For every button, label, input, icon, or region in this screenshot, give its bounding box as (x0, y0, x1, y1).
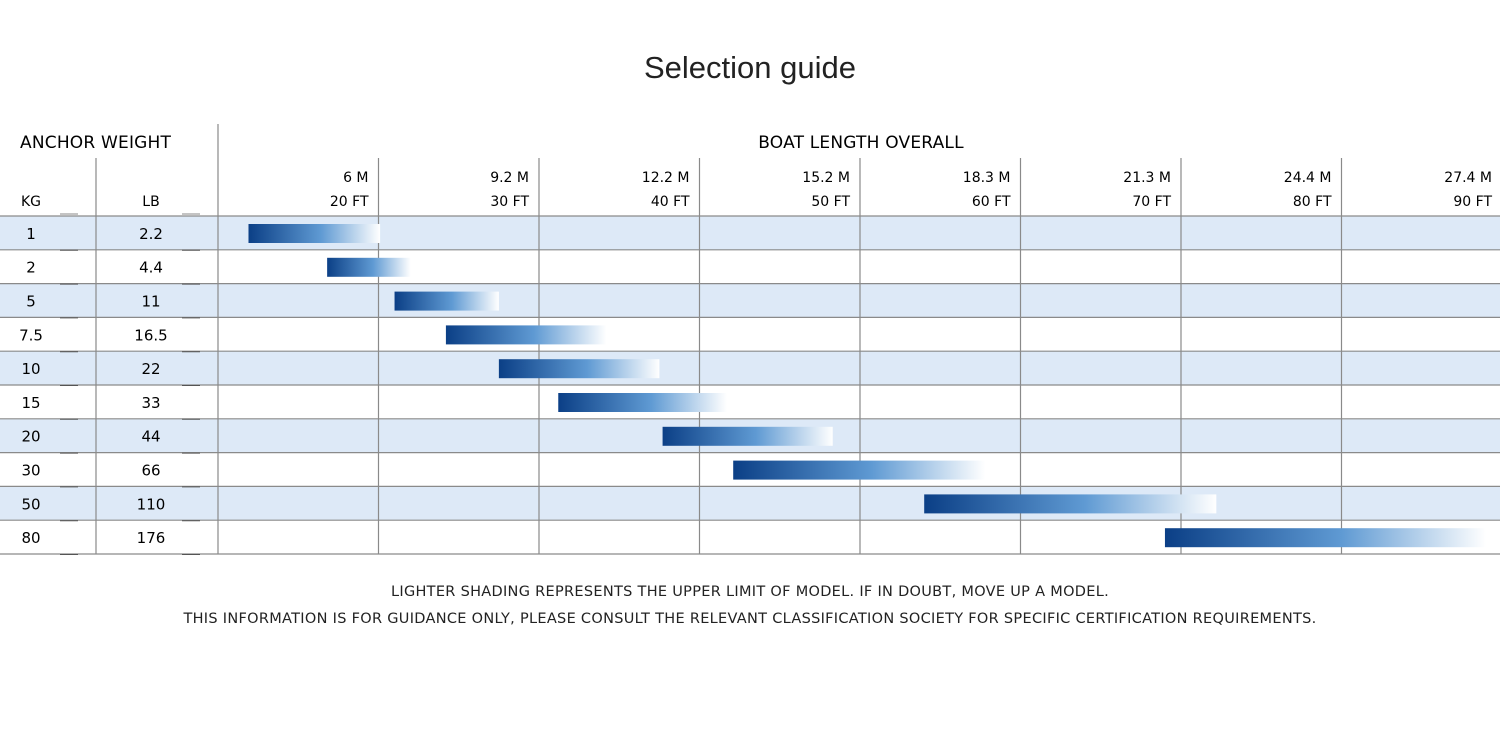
tick-label-m: 18.3 M (963, 170, 1011, 186)
row-label-kg: 50 (21, 495, 40, 513)
footnote-2: THIS INFORMATION IS FOR GUIDANCE ONLY, P… (183, 611, 1317, 627)
tick-label-m: 9.2 M (490, 170, 529, 186)
tick-label-m: 12.2 M (642, 170, 690, 186)
kg-unit-label: KG (21, 194, 41, 210)
row-label-kg: 5 (26, 293, 36, 311)
tick-label-ft: 80 FT (1293, 194, 1332, 210)
row-label-kg: 2 (26, 259, 36, 277)
tick-label-m: 24.4 M (1284, 170, 1332, 186)
row-label-lb: 176 (137, 529, 166, 547)
row-stripe (0, 216, 1500, 250)
row-label-kg: 15 (21, 394, 40, 412)
range-bar (733, 460, 986, 480)
chart-title: Selection guide (644, 50, 856, 85)
range-bar (248, 224, 381, 243)
tick-label-ft: 40 FT (651, 194, 690, 210)
range-bar (924, 494, 1217, 514)
tick-label-ft: 70 FT (1132, 194, 1171, 210)
row-label-lb: 44 (141, 428, 160, 446)
row-label-lb: 11 (141, 293, 160, 311)
tick-label-m: 21.3 M (1123, 170, 1171, 186)
row-label-lb: 66 (141, 462, 160, 480)
tick-label-m: 27.4 M (1444, 170, 1492, 186)
row-label-kg: 7.5 (19, 326, 43, 344)
footnote-1: LIGHTER SHADING REPRESENTS THE UPPER LIM… (390, 584, 1109, 600)
row-label-kg: 20 (21, 428, 40, 446)
range-bar (394, 291, 499, 311)
row-stripe (0, 351, 1500, 385)
row-label-lb: 110 (137, 495, 166, 513)
range-bar (498, 359, 660, 379)
row-label-lb: 4.4 (139, 259, 163, 277)
row-label-lb: 16.5 (134, 326, 167, 344)
range-bar (445, 325, 607, 345)
row-stripe (0, 283, 1500, 318)
tick-label-m: 15.2 M (802, 170, 850, 186)
range-bar (662, 426, 833, 446)
tick-label-ft: 60 FT (972, 194, 1011, 210)
range-bar (327, 257, 411, 277)
range-bar (558, 393, 727, 412)
tick-label-ft: 30 FT (490, 194, 529, 210)
range-bar (1164, 528, 1486, 548)
row-label-lb: 22 (141, 360, 160, 378)
anchor-weight-header: ANCHOR WEIGHT (20, 133, 172, 153)
tick-label-ft: 20 FT (330, 194, 369, 210)
boat-length-header: BOAT LENGTH OVERALL (758, 133, 964, 153)
row-label-lb: 2.2 (139, 225, 163, 243)
row-label-kg: 30 (21, 462, 40, 480)
tick-label-m: 6 M (343, 170, 368, 186)
row-label-kg: 10 (21, 360, 40, 378)
tick-label-ft: 90 FT (1453, 194, 1492, 210)
lb-unit-label: LB (142, 194, 159, 210)
tick-label-ft: 50 FT (811, 194, 850, 210)
row-stripe (0, 486, 1500, 521)
row-label-lb: 33 (141, 394, 160, 412)
row-label-kg: 80 (21, 529, 40, 547)
row-label-kg: 1 (26, 225, 36, 243)
